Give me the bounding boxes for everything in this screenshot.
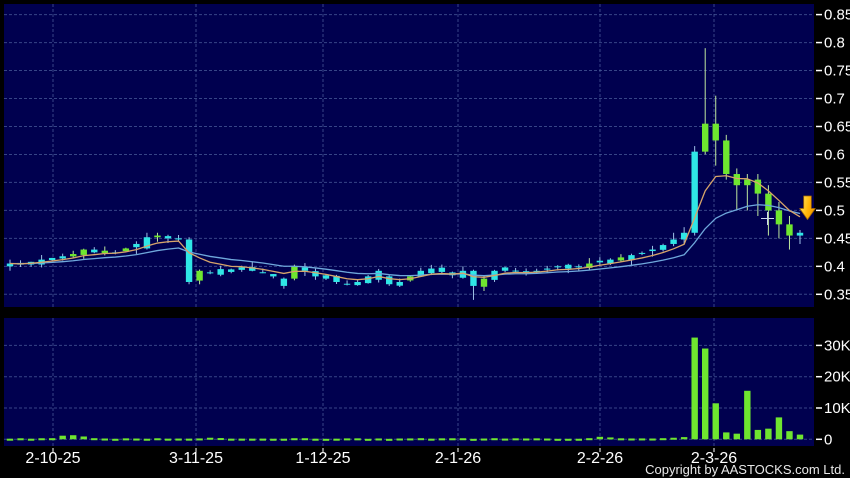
svg-text:2-2-26: 2-2-26 — [577, 450, 623, 467]
svg-text:0.35: 0.35 — [824, 286, 850, 303]
svg-text:10K: 10K — [824, 400, 850, 417]
svg-text:0.4: 0.4 — [824, 258, 845, 275]
svg-text:30K: 30K — [824, 337, 850, 354]
svg-text:0.45: 0.45 — [824, 230, 850, 247]
svg-text:20K: 20K — [824, 369, 850, 386]
svg-text:2-10-25: 2-10-25 — [25, 450, 80, 467]
svg-text:0: 0 — [824, 431, 832, 448]
svg-text:3-11-25: 3-11-25 — [169, 450, 223, 467]
svg-text:2-1-26: 2-1-26 — [435, 450, 481, 467]
svg-text:0.75: 0.75 — [824, 63, 850, 80]
svg-text:0.5: 0.5 — [824, 202, 845, 219]
svg-text:0.85: 0.85 — [824, 7, 850, 24]
svg-text:0.65: 0.65 — [824, 118, 850, 135]
svg-text:0.7: 0.7 — [824, 91, 845, 108]
svg-text:0.55: 0.55 — [824, 174, 850, 191]
svg-text:0.6: 0.6 — [824, 146, 845, 163]
svg-text:1-12-25: 1-12-25 — [295, 450, 350, 467]
svg-text:0.8: 0.8 — [824, 35, 845, 52]
